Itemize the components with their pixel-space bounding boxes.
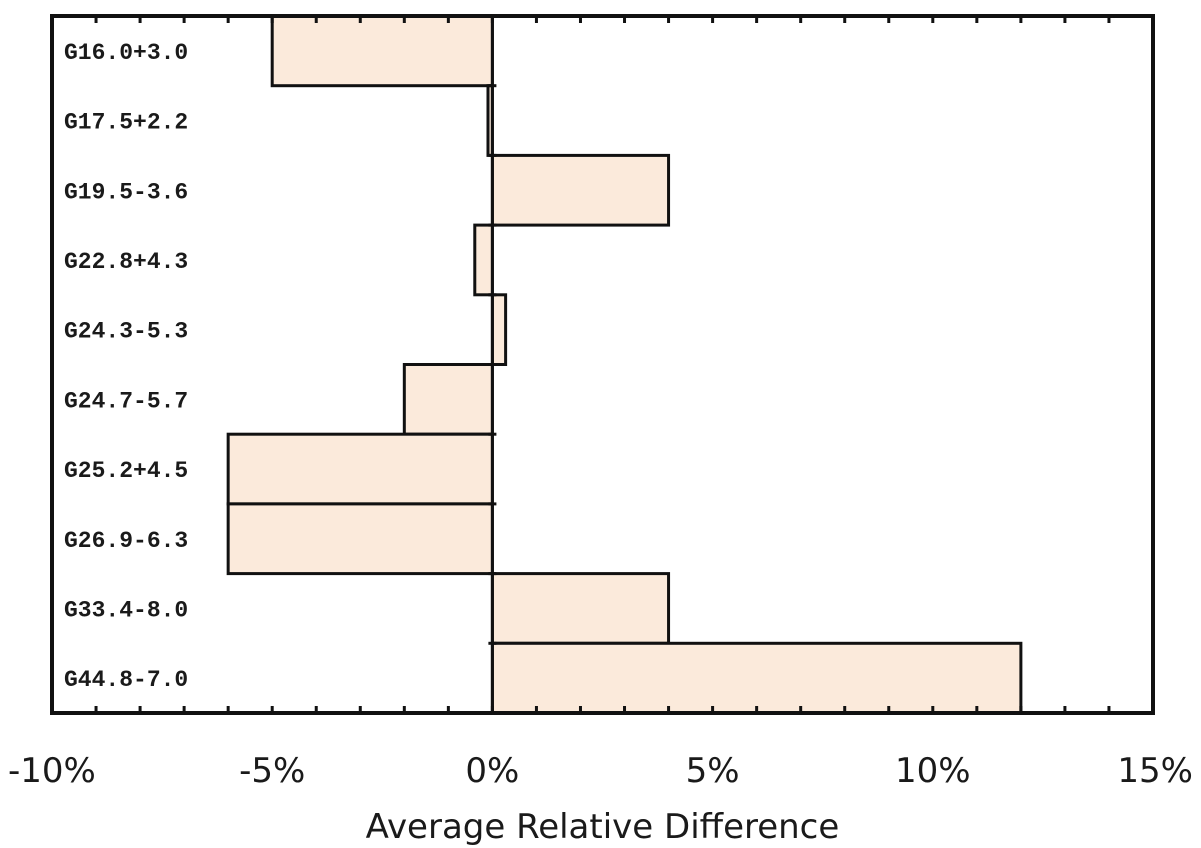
bars-group bbox=[226, 14, 1023, 715]
bar bbox=[490, 293, 508, 366]
category-label: G16.0+3.0 bbox=[64, 40, 188, 66]
category-label: G25.2+4.5 bbox=[64, 458, 188, 484]
x-tick-label: 5% bbox=[686, 751, 740, 791]
bar bbox=[226, 432, 494, 506]
bar bbox=[490, 641, 1023, 715]
x-tick-label: 0% bbox=[465, 751, 519, 791]
bar bbox=[490, 153, 671, 227]
x-tick-label: -5% bbox=[239, 751, 305, 791]
x-tick-label: -10% bbox=[8, 751, 96, 791]
category-labels: G16.0+3.0 G17.5+2.2 G19.5-3.6 G22.8+4.3 G24.… bbox=[64, 40, 188, 693]
bar bbox=[402, 363, 494, 436]
category-label: G44.8-7.0 bbox=[64, 667, 188, 693]
category-label: G24.7-5.7 bbox=[64, 388, 188, 414]
bar bbox=[490, 572, 671, 645]
category-label: G24.3-5.3 bbox=[64, 319, 188, 345]
x-tick-label: 15% bbox=[1117, 751, 1193, 791]
category-label: G17.5+2.2 bbox=[64, 110, 188, 136]
category-label: G22.8+4.3 bbox=[64, 249, 188, 275]
category-label: G26.9-6.3 bbox=[64, 528, 188, 554]
bar bbox=[226, 502, 494, 576]
x-tick-labels: -10% -5% 0% 5% 10% 15% bbox=[8, 751, 1193, 791]
x-axis-title: Average Relative Difference bbox=[366, 807, 840, 847]
x-tick-label: 10% bbox=[895, 751, 971, 791]
category-label: G33.4-8.0 bbox=[64, 597, 188, 623]
plot-frame bbox=[50, 14, 1155, 715]
category-label: G19.5-3.6 bbox=[64, 179, 188, 205]
bar bbox=[270, 14, 494, 88]
bar bbox=[473, 223, 494, 297]
